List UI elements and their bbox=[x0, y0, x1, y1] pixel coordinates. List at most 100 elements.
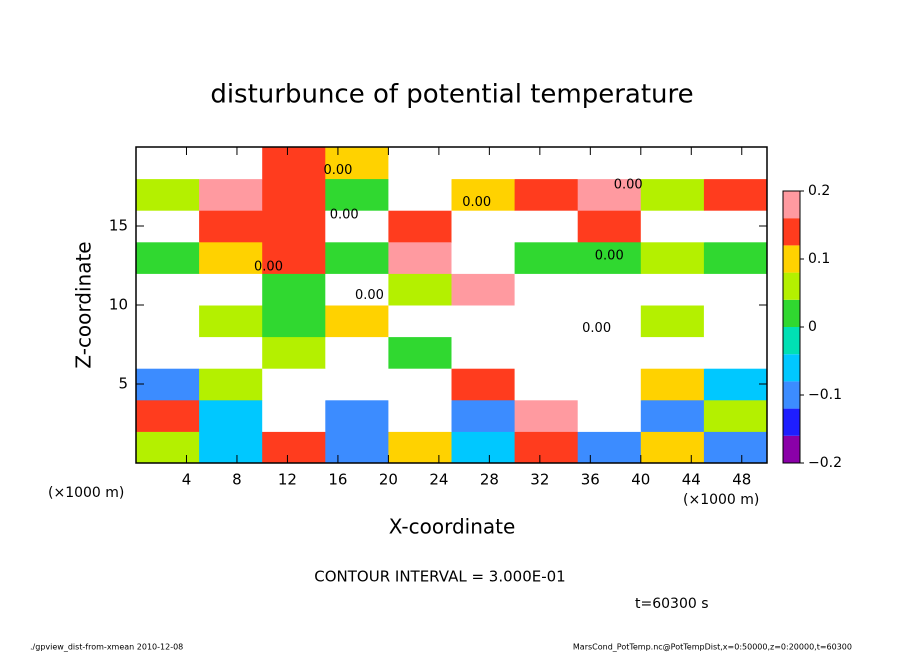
heatmap-cell bbox=[262, 210, 326, 243]
heatmap-cell bbox=[514, 305, 579, 338]
heatmap-cell bbox=[640, 336, 705, 369]
heatmap-cell bbox=[514, 147, 579, 180]
heatmap-cell bbox=[703, 399, 768, 432]
heatmap-cell bbox=[325, 147, 389, 180]
contour-label: 0.00 bbox=[462, 195, 491, 210]
heatmap-cell bbox=[577, 399, 642, 432]
heatmap-cell bbox=[703, 178, 768, 211]
heatmap-cell bbox=[451, 368, 516, 401]
heatmap-cell bbox=[199, 210, 263, 243]
colorbar-tick-label: −0.1 bbox=[808, 387, 842, 403]
heatmap-cell bbox=[388, 273, 452, 306]
x-tick-label: 28 bbox=[480, 471, 499, 489]
heatmap-cell bbox=[514, 241, 579, 274]
heatmap-cell bbox=[388, 178, 452, 211]
heatmap-cell bbox=[577, 147, 642, 180]
heatmap-cell bbox=[703, 305, 768, 338]
x-tick-label: 16 bbox=[328, 471, 347, 489]
heatmap-cell bbox=[703, 336, 768, 369]
heatmap-cell bbox=[514, 336, 579, 369]
heatmap-cell bbox=[325, 273, 389, 306]
x-tick-label: 48 bbox=[732, 471, 751, 489]
heatmap-cell bbox=[640, 210, 705, 243]
heatmap-cell bbox=[640, 431, 705, 464]
heatmap-cell bbox=[325, 399, 389, 432]
x-tick-label: 20 bbox=[379, 471, 398, 489]
heatmap-cell bbox=[325, 368, 389, 401]
heatmap-cell bbox=[388, 305, 452, 338]
heatmap-cell bbox=[262, 368, 326, 401]
contour-label: 0.00 bbox=[582, 321, 611, 336]
heatmap-cell bbox=[262, 241, 326, 274]
x-tick-label: 32 bbox=[530, 471, 549, 489]
heatmap-cell bbox=[640, 241, 705, 274]
heatmap-cell bbox=[514, 399, 579, 432]
x-unit: (×1000 m) bbox=[683, 492, 759, 508]
heatmap-cell bbox=[262, 336, 326, 369]
x-tick-label: 8 bbox=[232, 471, 242, 489]
heatmap-cell bbox=[451, 336, 516, 369]
heatmap-cell bbox=[199, 336, 263, 369]
y-axis-label: Z-coordinate bbox=[72, 241, 96, 368]
heatmap-cell bbox=[640, 273, 705, 306]
heatmap-cell bbox=[451, 178, 516, 211]
heatmap-cell bbox=[388, 431, 452, 464]
heatmap-cell bbox=[703, 273, 768, 306]
heatmap-cell bbox=[640, 305, 705, 338]
colorbar-tick-label: 0.2 bbox=[808, 183, 830, 199]
colorbar-tick-label: 0 bbox=[808, 319, 817, 335]
heatmap-cell bbox=[703, 210, 768, 243]
colorbar-segment bbox=[783, 354, 800, 382]
heatmap-cell bbox=[325, 336, 389, 369]
x-axis-label: X-coordinate bbox=[389, 515, 516, 539]
heatmap-cell bbox=[451, 431, 516, 464]
heatmap-cell bbox=[451, 399, 516, 432]
heatmap-cell bbox=[388, 210, 452, 243]
x-tick-label: 12 bbox=[278, 471, 297, 489]
heatmap-cell bbox=[577, 305, 642, 338]
heatmap-cell bbox=[703, 241, 768, 274]
heatmap-cell bbox=[136, 210, 200, 243]
heatmap-cell bbox=[199, 273, 263, 306]
heatmap-cell bbox=[577, 336, 642, 369]
heatmap-cell bbox=[136, 368, 200, 401]
heatmap-cell bbox=[199, 305, 263, 338]
heatmap-cell bbox=[577, 431, 642, 464]
heatmap-cell bbox=[262, 273, 326, 306]
heatmap-cell bbox=[325, 241, 389, 274]
y-tick-label: 15 bbox=[109, 217, 128, 235]
x-tick-label: 44 bbox=[682, 471, 701, 489]
contour-label: 0.00 bbox=[595, 249, 624, 264]
heatmap-cell bbox=[325, 305, 389, 338]
heatmap-cell bbox=[640, 399, 705, 432]
heatmap-cell bbox=[514, 178, 579, 211]
colorbar-segment bbox=[783, 327, 800, 355]
heatmap-cell bbox=[199, 399, 263, 432]
heatmap-cell bbox=[262, 431, 326, 464]
heatmap-cell bbox=[514, 210, 579, 243]
time-label: t=60300 s bbox=[635, 596, 709, 612]
heatmap-cell bbox=[703, 368, 768, 401]
heatmap-cell bbox=[325, 210, 389, 243]
x-tick-label: 36 bbox=[581, 471, 600, 489]
heatmap-cell bbox=[199, 431, 263, 464]
y-tick-label: 10 bbox=[109, 296, 128, 314]
heatmap-cell bbox=[577, 178, 642, 211]
heatmap-cell bbox=[451, 241, 516, 274]
heatmap-cell bbox=[388, 399, 452, 432]
heatmap-cell bbox=[514, 368, 579, 401]
heatmap-cell bbox=[262, 305, 326, 338]
heatmap-cell bbox=[451, 210, 516, 243]
colorbar-segment bbox=[783, 272, 800, 300]
x-tick-label: 24 bbox=[429, 471, 448, 489]
heatmap-cell bbox=[136, 399, 200, 432]
colorbar-segment bbox=[783, 191, 800, 219]
contour-label: 0.00 bbox=[355, 288, 384, 303]
heatmap-cell bbox=[199, 241, 263, 274]
heatmap-cell bbox=[640, 368, 705, 401]
contour-interval: CONTOUR INTERVAL = 3.000E-01 bbox=[314, 568, 565, 586]
x-tick-label: 4 bbox=[182, 471, 192, 489]
heatmap-cell bbox=[514, 431, 579, 464]
contour-label: 0.00 bbox=[323, 163, 352, 178]
